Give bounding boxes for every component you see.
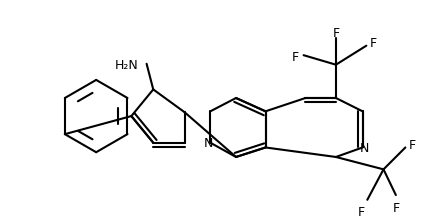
Text: F: F bbox=[332, 27, 339, 40]
Text: F: F bbox=[292, 51, 299, 64]
Text: N: N bbox=[360, 142, 369, 155]
Text: F: F bbox=[357, 206, 365, 220]
Text: F: F bbox=[370, 37, 377, 50]
Text: H₂N: H₂N bbox=[115, 59, 139, 72]
Text: F: F bbox=[409, 139, 416, 152]
Text: N: N bbox=[204, 137, 213, 150]
Text: F: F bbox=[392, 202, 399, 215]
